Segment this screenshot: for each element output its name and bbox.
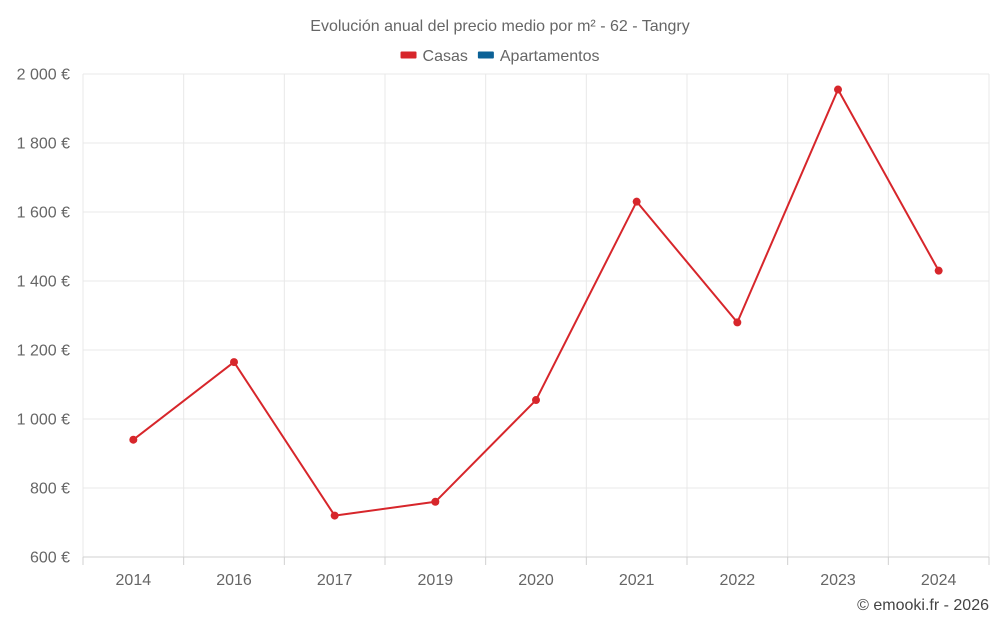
legend-swatch-casas xyxy=(400,51,417,59)
grid xyxy=(82,73,990,557)
y-tick-label: 800 € xyxy=(30,481,70,498)
x-tick-label: 2022 xyxy=(720,572,756,589)
y-tick-label: 1 600 € xyxy=(17,205,70,222)
y-tick-label: 2 000 € xyxy=(17,67,70,84)
y-tick-label: 1 200 € xyxy=(17,343,70,360)
series-layer xyxy=(129,85,943,520)
x-tick-label: 2019 xyxy=(418,572,454,589)
x-tick-label: 2023 xyxy=(820,572,856,589)
data-point[interactable] xyxy=(532,396,540,405)
data-point[interactable] xyxy=(632,197,641,206)
data-point[interactable] xyxy=(431,497,440,506)
chart-title: Evolución anual del precio medio por m² … xyxy=(310,18,689,35)
data-point[interactable] xyxy=(230,358,238,367)
y-tick-label: 1 000 € xyxy=(17,412,70,429)
data-point[interactable] xyxy=(834,85,842,94)
series-line-casas xyxy=(132,88,940,517)
x-tick-label: 2021 xyxy=(619,572,655,589)
data-point[interactable] xyxy=(129,435,138,444)
data-point[interactable] xyxy=(934,266,943,275)
legend-swatch-apartamentos xyxy=(477,51,494,59)
y-tick-label: 1 800 € xyxy=(17,136,70,153)
y-tick-label: 600 € xyxy=(30,550,70,567)
legend: Casas Apartamentos xyxy=(400,48,600,65)
x-tick-label: 2016 xyxy=(216,572,252,589)
credit-text: © emooki.fr - 2026 xyxy=(857,597,989,614)
axes: 600 € 800 € 1 000 € 1 200 € 1 400 € 1 600 € 1 … xyxy=(17,67,990,589)
data-point[interactable] xyxy=(330,511,339,520)
legend-label-casas: Casas xyxy=(423,48,468,65)
x-tick-label: 2020 xyxy=(518,572,554,589)
x-tick-label: 2024 xyxy=(921,572,957,589)
legend-label-apartamentos: Apartamentos xyxy=(500,48,600,65)
x-tick-label: 2017 xyxy=(317,572,353,589)
x-tick-label: 2014 xyxy=(116,572,152,589)
y-tick-label: 1 400 € xyxy=(17,274,70,291)
data-point[interactable] xyxy=(733,318,742,327)
